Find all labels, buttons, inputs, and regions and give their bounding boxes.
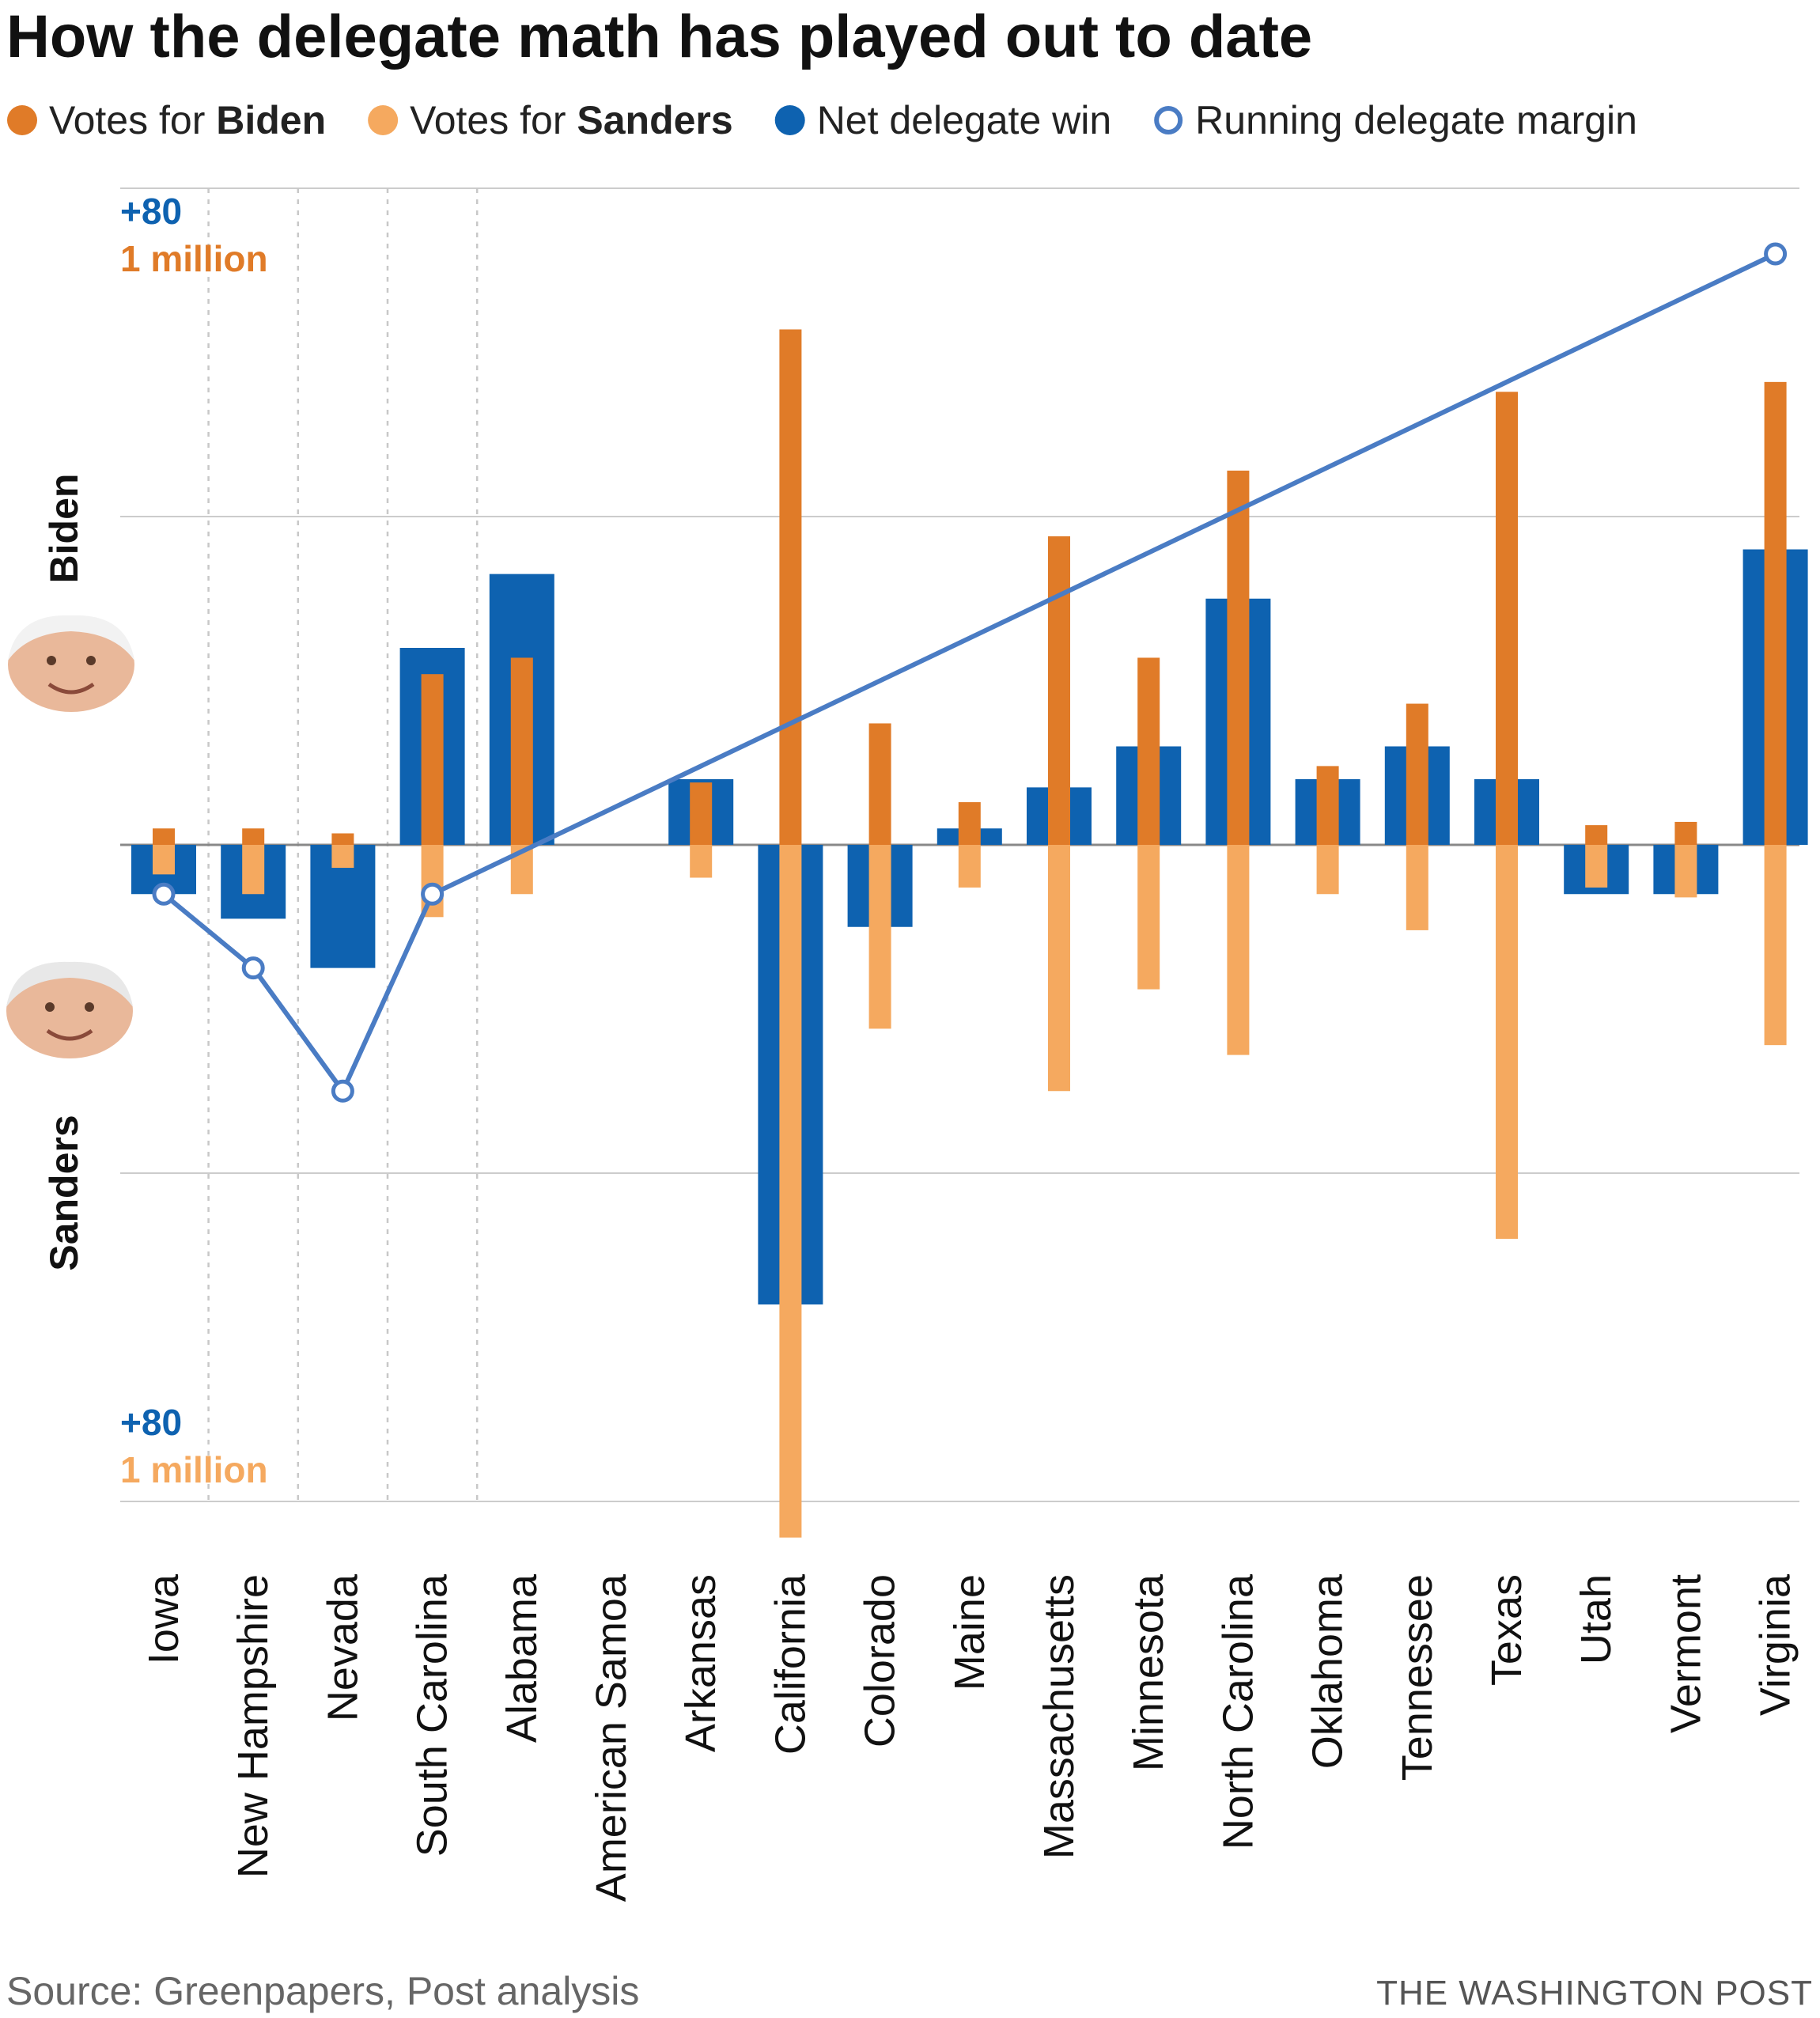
legend-label-prefix-3: Running delegate margin <box>1195 98 1637 142</box>
footer-source: Source: Greenpapers, Post analysis <box>6 1969 639 2013</box>
category-label-vermont: Vermont <box>1662 1574 1709 1733</box>
biden-face-icon <box>8 615 134 712</box>
category-label-iowa: Iowa <box>140 1573 187 1664</box>
biden-face-icon-eye-left <box>47 656 56 665</box>
sanders-face-icon-mouth <box>46 1028 93 1041</box>
biden-votes-bar-new-hampshire <box>242 828 265 845</box>
sanders-votes-bar-arkansas <box>690 845 713 878</box>
biden-votes-bar-maine <box>958 802 981 845</box>
biden-votes-bar-vermont <box>1674 821 1697 845</box>
category-label-north-carolina: North Carolina <box>1214 1573 1262 1850</box>
sanders-face-icon-hair <box>6 961 133 1007</box>
side-label-sanders: Sanders <box>42 1115 86 1270</box>
running-margin-point-virginia <box>1764 242 1788 266</box>
legend-label-2: Net delegate win <box>817 98 1111 142</box>
sanders-votes-bar-vermont <box>1674 845 1697 898</box>
category-label-utah: Utah <box>1572 1574 1620 1664</box>
category-label-new-hampshire: New Hampshire <box>229 1574 277 1878</box>
biden-face-icon-skin <box>8 617 134 712</box>
biden-votes-bar-south-carolina <box>421 674 444 845</box>
sanders-votes-bar-utah <box>1585 845 1608 888</box>
legend-label-0: Votes for Biden <box>49 98 326 142</box>
axis-bottom-delegates: +80 <box>120 1402 182 1443</box>
category-label-alabama: Alabama <box>498 1573 546 1743</box>
running-margin-point-south-carolina <box>421 882 445 906</box>
sanders-votes-bar-massachusetts <box>1048 845 1070 1092</box>
category-label-massachusetts: Massachusetts <box>1035 1574 1083 1859</box>
legend-marker-2 <box>774 105 805 135</box>
legend-label-1: Votes for Sanders <box>410 98 733 142</box>
sanders-votes-bar-colorado <box>868 845 891 1029</box>
sanders-votes-bar-maine <box>958 845 981 888</box>
sanders-face-icon <box>6 961 133 1058</box>
footer-credit: THE WASHINGTON POST <box>1376 1974 1813 2012</box>
side-label-biden: Biden <box>42 474 86 584</box>
category-label-maine: Maine <box>946 1574 993 1691</box>
legend-marker-1 <box>368 105 399 135</box>
labels-layer: How the delegate math has played out to … <box>6 3 1813 2013</box>
sanders-votes-bar-iowa <box>153 845 175 875</box>
biden-votes-bar-nevada <box>331 833 354 845</box>
axis-top-delegates: +80 <box>120 191 182 232</box>
sanders-votes-bar-california <box>779 845 802 1538</box>
category-label-nevada: Nevada <box>319 1573 366 1721</box>
legend-label-prefix-0: Votes for <box>49 98 216 142</box>
biden-votes-bar-minnesota <box>1137 657 1160 845</box>
legend-label-bold-1: Sanders <box>577 98 732 142</box>
biden-face-icon-hair <box>8 615 134 661</box>
sanders-votes-bar-new-hampshire <box>242 845 265 895</box>
sanders-votes-bar-texas <box>1496 845 1518 1239</box>
biden-votes-bar-oklahoma <box>1316 766 1339 845</box>
category-label-south-carolina: South Carolina <box>409 1573 456 1857</box>
category-label-tennessee: Tennessee <box>1394 1574 1441 1781</box>
bars-layer <box>131 329 1808 1538</box>
sanders-votes-bar-minnesota <box>1137 845 1160 990</box>
legend-label-prefix-2: Net delegate win <box>817 98 1111 142</box>
legend-marker-0 <box>7 105 37 135</box>
legend-label-bold-0: Biden <box>216 98 326 142</box>
biden-votes-bar-alabama <box>510 657 533 845</box>
line-layer <box>152 242 1788 1103</box>
category-label-california: California <box>766 1573 814 1755</box>
category-label-oklahoma: Oklahoma <box>1304 1573 1352 1769</box>
sanders-face-icon-eye-right <box>85 1002 94 1012</box>
axis-bottom-votes: 1 million <box>120 1449 268 1490</box>
axis-top-votes: 1 million <box>120 238 268 279</box>
running-margin-point-nevada <box>331 1079 354 1103</box>
biden-votes-bar-arkansas <box>690 782 713 845</box>
running-margin-point-iowa <box>152 882 176 906</box>
sanders-votes-bar-tennessee <box>1406 845 1428 930</box>
category-label-virginia: Virginia <box>1752 1573 1799 1716</box>
sanders-votes-bar-nevada <box>331 845 354 869</box>
biden-face-icon-mouth <box>47 682 95 695</box>
legend-label-3: Running delegate margin <box>1195 98 1637 142</box>
chart-title: How the delegate math has played out to … <box>6 3 1312 70</box>
biden-votes-bar-virginia <box>1764 381 1787 846</box>
category-label-arkansas: Arkansas <box>677 1574 725 1752</box>
biden-votes-bar-massachusetts <box>1048 536 1070 845</box>
sanders-face-icon-eye-left <box>45 1002 55 1012</box>
category-label-minnesota: Minnesota <box>1125 1573 1172 1771</box>
biden-votes-bar-tennessee <box>1406 703 1428 845</box>
biden-votes-bar-colorado <box>868 723 891 845</box>
biden-votes-bar-texas <box>1496 392 1518 845</box>
sanders-face-icon-skin <box>6 964 133 1058</box>
running-margin-point-new-hampshire <box>241 956 265 980</box>
biden-face-icon-eye-right <box>86 656 96 665</box>
biden-votes-bar-iowa <box>153 828 175 845</box>
sanders-votes-bar-oklahoma <box>1316 845 1339 895</box>
legend-label-prefix-1: Votes for <box>410 98 577 142</box>
legend-marker-3 <box>1154 106 1183 134</box>
category-label-texas: Texas <box>1483 1574 1531 1686</box>
sanders-votes-bar-north-carolina <box>1227 845 1250 1055</box>
category-label-american-samoa: American Samoa <box>588 1573 635 1902</box>
biden-votes-bar-north-carolina <box>1227 470 1250 845</box>
sanders-votes-bar-virginia <box>1764 845 1787 1046</box>
biden-votes-bar-utah <box>1585 825 1608 845</box>
category-label-colorado: Colorado <box>857 1574 904 1747</box>
biden-votes-bar-california <box>779 329 802 845</box>
